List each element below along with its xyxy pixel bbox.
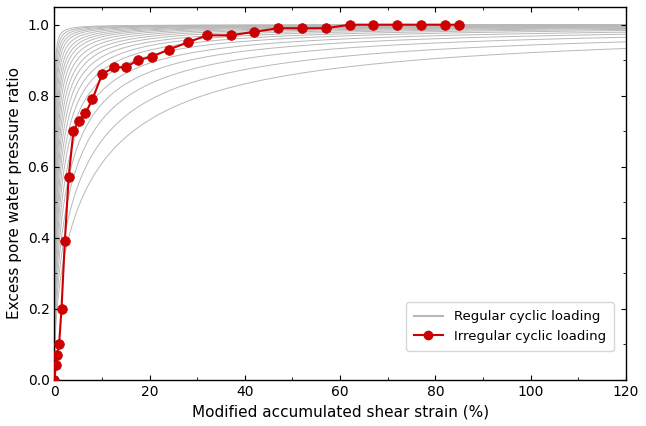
Legend: Regular cyclic loading, Irregular cyclic loading: Regular cyclic loading, Irregular cyclic…: [406, 302, 614, 351]
Y-axis label: Excess pore water pressure ratio: Excess pore water pressure ratio: [7, 67, 22, 320]
X-axis label: Modified accumulated shear strain (%): Modified accumulated shear strain (%): [192, 404, 488, 419]
